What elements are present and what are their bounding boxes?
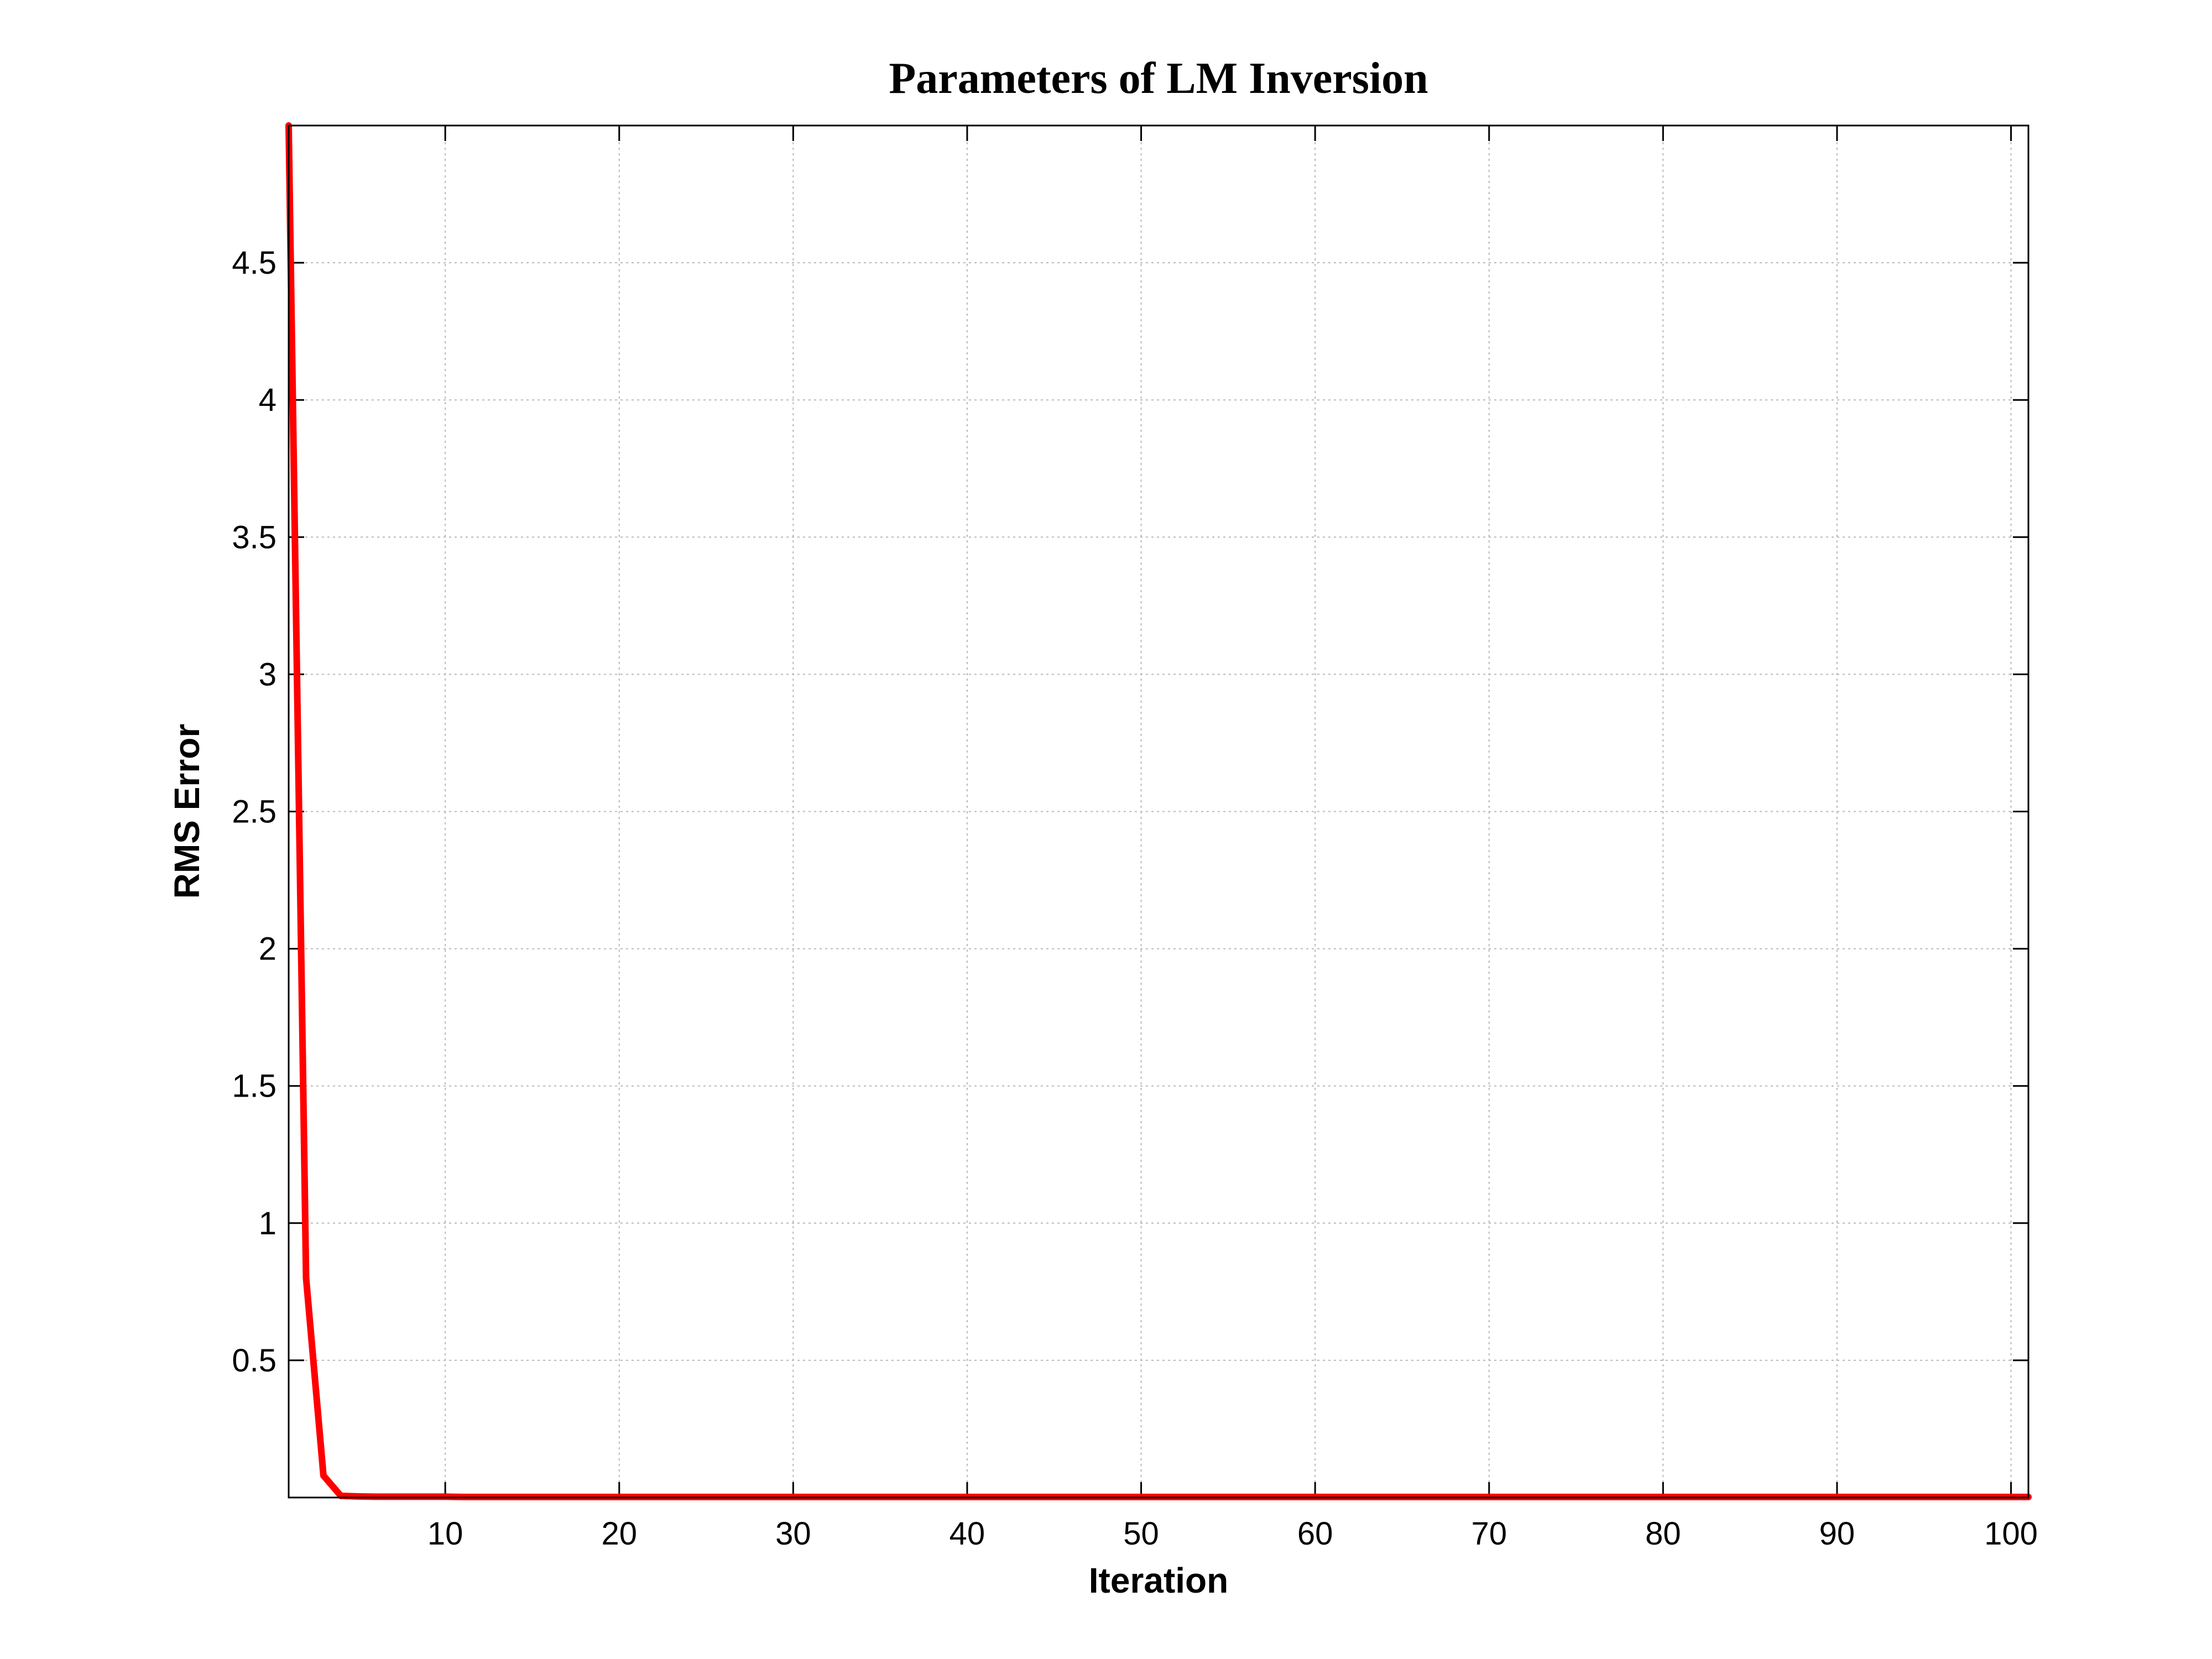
x-tick-label: 90	[1819, 1516, 1855, 1552]
y-tick-labels: 0.5 1 1.5 2 2.5 3 3.5 4 4.5	[232, 245, 276, 1379]
y-tick-label: 1	[259, 1206, 276, 1241]
y-axis-title: RMS Error	[167, 724, 207, 899]
y-tick-label: 0.5	[232, 1343, 276, 1379]
x-axis-title: Iteration	[1089, 1561, 1228, 1600]
x-tick-label: 20	[601, 1516, 637, 1552]
x-tick-label: 100	[1984, 1516, 2038, 1552]
chart-title: Parameters of LM Inversion	[889, 54, 1428, 103]
y-tick-label: 1.5	[232, 1068, 276, 1104]
y-tick-label: 4	[259, 382, 276, 418]
grid-lines	[289, 126, 2028, 1498]
x-tick-label: 30	[775, 1516, 811, 1552]
x-tick-label: 40	[950, 1516, 985, 1552]
y-tick-label: 2.5	[232, 794, 276, 830]
plot-area-frame	[288, 124, 2030, 1499]
y-tick-label: 3.5	[232, 519, 276, 555]
x-tick-label: 70	[1471, 1516, 1507, 1552]
y-tick-label: 2	[259, 931, 276, 967]
x-tick-labels: 10 20 30 40 50 60 70 80 90 100	[427, 1516, 2038, 1552]
x-tick-label: 50	[1123, 1516, 1159, 1552]
y-tick-label: 4.5	[232, 245, 276, 281]
x-tick-label: 60	[1297, 1516, 1333, 1552]
x-tick-label: 80	[1645, 1516, 1681, 1552]
x-tick-label: 10	[427, 1516, 463, 1552]
y-tick-label: 3	[259, 656, 276, 692]
